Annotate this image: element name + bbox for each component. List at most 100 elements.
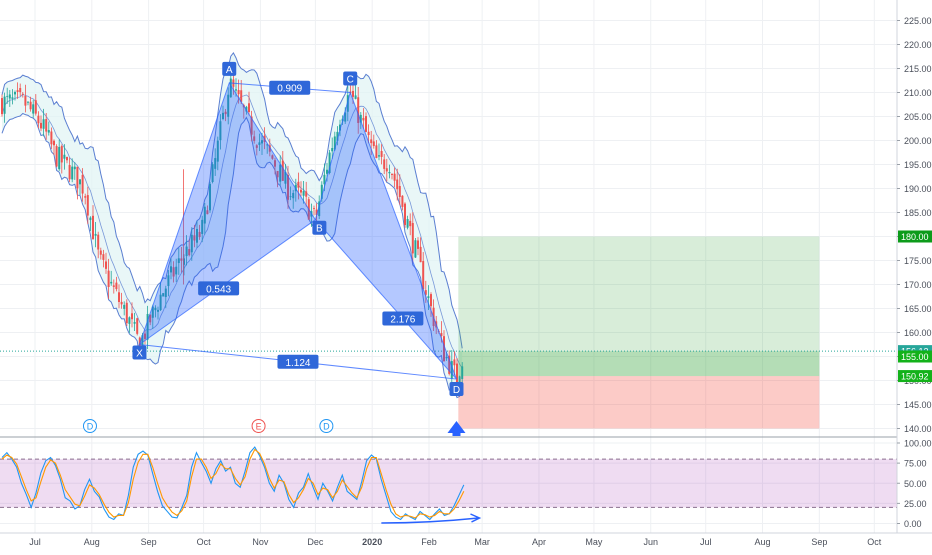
event-marker[interactable]: D — [82, 419, 97, 433]
stochastic-band — [0, 459, 897, 508]
pattern-point-b[interactable]: B — [312, 220, 327, 235]
candle-body — [336, 131, 339, 141]
candle-body — [170, 266, 172, 273]
candle-body — [6, 95, 9, 97]
candle — [45, 112, 48, 140]
candle — [34, 94, 37, 116]
candle-body — [261, 140, 263, 144]
candle-body — [86, 195, 89, 216]
candle-body — [203, 206, 206, 224]
candle-body — [55, 146, 58, 167]
candle-body — [268, 145, 271, 152]
candle — [406, 215, 409, 230]
event-marker-circle — [251, 419, 266, 433]
candle-body — [118, 292, 120, 302]
stochastic-pane[interactable] — [0, 436, 897, 524]
candle-body — [206, 210, 209, 215]
position-tool[interactable] — [0, 236, 897, 429]
time-tick-label: Nov — [252, 537, 269, 547]
ratio-label-text: 1.124 — [285, 358, 310, 369]
candle — [328, 150, 331, 175]
candle — [216, 136, 219, 171]
candle-body — [380, 151, 383, 157]
candle — [123, 301, 126, 316]
pattern-point-c[interactable]: C — [343, 71, 358, 86]
candle — [250, 110, 253, 142]
pattern-point-x[interactable]: X — [132, 345, 147, 360]
candle-body — [362, 117, 365, 121]
candle-body — [315, 209, 318, 215]
candle — [102, 249, 105, 268]
candle — [300, 181, 302, 197]
candle-body — [281, 160, 284, 181]
candle — [380, 144, 383, 165]
price-tick-label: 145.00 — [904, 400, 932, 410]
candle — [305, 181, 308, 207]
candle-body — [92, 215, 94, 240]
time-tick-label: Jun — [643, 537, 658, 547]
candle — [253, 130, 256, 144]
candle — [274, 157, 276, 175]
target-zone[interactable] — [458, 236, 820, 352]
pattern-point-label: X — [136, 349, 143, 360]
pattern-point-bg — [222, 61, 237, 76]
candle — [422, 252, 425, 291]
pattern-point-a[interactable]: A — [222, 61, 237, 76]
candle — [331, 137, 334, 159]
candle-body — [328, 152, 331, 174]
candle-body — [320, 184, 323, 199]
candle — [196, 220, 198, 248]
candle-body — [404, 203, 406, 225]
candle-body — [131, 313, 133, 320]
price-axis[interactable]: 225.00 220.00 215.00 210.00 205.00 200.00 195.… — [896, 0, 932, 533]
candle-body — [458, 376, 461, 387]
candle — [11, 89, 14, 105]
time-tick-label: Mar — [474, 537, 490, 547]
stop-zone[interactable] — [458, 376, 820, 429]
candle — [404, 202, 406, 228]
candle-body — [27, 101, 29, 103]
price-tick-label: 215.00 — [904, 64, 932, 74]
candle — [320, 181, 323, 202]
candle — [71, 158, 74, 183]
candle-body — [34, 100, 37, 114]
candle — [55, 144, 58, 168]
time-axis[interactable]: Jul Aug Sep Oct Nov Dec 2020 Feb Mar Apr May Jun Jul… — [0, 532, 932, 547]
candle — [172, 261, 175, 283]
candle — [94, 222, 97, 248]
candle — [29, 96, 32, 112]
entry-zone[interactable] — [458, 351, 820, 377]
candle — [27, 101, 29, 106]
pattern-point-d[interactable]: D — [449, 382, 464, 397]
candle-body — [284, 171, 287, 184]
candle — [21, 91, 24, 98]
candle-body — [188, 249, 191, 256]
candle — [313, 205, 315, 216]
event-marker[interactable]: E — [251, 419, 266, 433]
candle-body — [3, 96, 6, 114]
pattern-bcd-triangle[interactable] — [314, 90, 457, 380]
candle-body — [105, 261, 107, 269]
candle-body — [411, 223, 414, 254]
candle — [417, 237, 419, 256]
candle-body — [180, 258, 183, 261]
bollinger-upper — [1, 52, 463, 349]
candle — [279, 155, 282, 186]
candle-body — [71, 166, 74, 180]
candle — [128, 316, 131, 334]
candle-body — [456, 363, 458, 383]
harmonic-pattern[interactable]: 0.543 0.909 2.176 1.124 X A B C D — [132, 61, 464, 397]
candle-body — [183, 258, 185, 265]
event-marker[interactable]: D — [319, 419, 334, 433]
price-label-bg — [898, 230, 932, 243]
candle-body — [271, 155, 274, 159]
candle-body — [305, 191, 308, 197]
candle-body — [1, 98, 3, 115]
candle — [456, 357, 458, 383]
pattern-xab-triangle[interactable] — [138, 81, 317, 346]
candle — [430, 292, 432, 317]
candle-body — [409, 220, 412, 227]
candle-body — [89, 217, 92, 221]
candle — [92, 205, 94, 240]
